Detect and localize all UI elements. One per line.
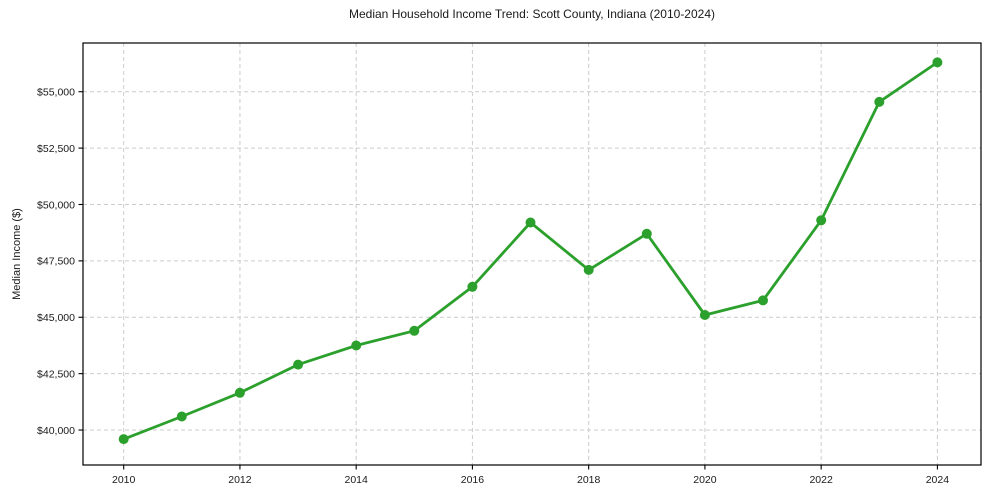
data-point-2017 (525, 217, 536, 228)
x-tick-label: 2014 (344, 474, 368, 486)
y-tick-label: $50,000 (37, 199, 75, 211)
data-point-2019 (641, 228, 652, 239)
x-tick-label: 2022 (809, 474, 833, 486)
data-point-2015 (409, 325, 420, 336)
y-tick-label: $40,000 (37, 425, 75, 437)
x-tick-label: 2018 (577, 474, 601, 486)
x-tick-label: 2020 (693, 474, 717, 486)
data-point-2020 (699, 310, 710, 320)
data-point-2022 (816, 215, 827, 226)
data-point-2010 (118, 434, 129, 445)
y-tick-label: $47,500 (37, 256, 75, 268)
data-point-2014 (351, 340, 362, 351)
plot-border (82, 42, 982, 466)
chart-title: Median Household Income Trend: Scott Cou… (349, 7, 715, 21)
x-tick-label: 2024 (926, 474, 950, 486)
data-point-2023 (874, 96, 885, 107)
data-point-2021 (758, 295, 768, 306)
x-tick-label: 2012 (228, 474, 252, 486)
y-tick-label: $45,000 (37, 312, 75, 324)
data-point-2024 (932, 57, 943, 68)
data-point-2013 (293, 359, 304, 370)
income-trend-line (122, 61, 939, 441)
data-point-2018 (583, 264, 594, 275)
y-tick-label: $55,000 (37, 87, 75, 99)
y-tick-label: $52,500 (37, 143, 75, 155)
x-tick-label: 2010 (112, 474, 136, 486)
data-point-2016 (467, 281, 478, 292)
data-point-2011 (176, 411, 187, 422)
x-tick-label: 2016 (461, 474, 485, 486)
data-point-2012 (234, 387, 245, 398)
y-tick-label: $42,500 (37, 368, 75, 380)
